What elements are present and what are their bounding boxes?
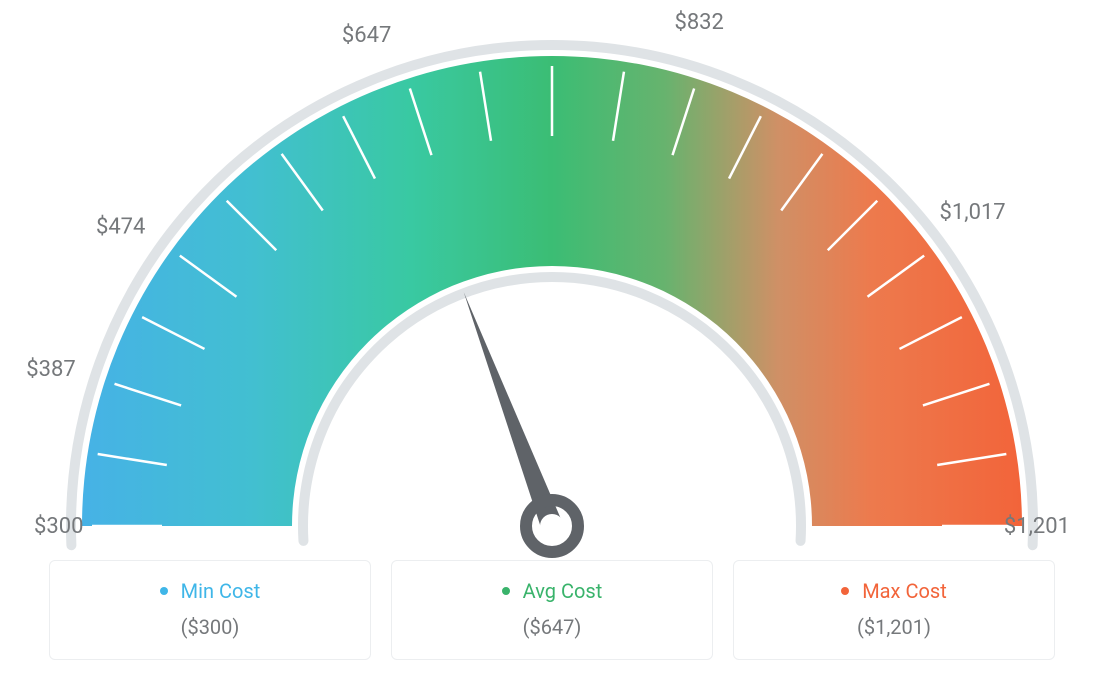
legend-card-max: Max Cost ($1,201) [733,560,1055,660]
svg-text:$387: $387 [26,357,75,382]
legend-card-avg: Avg Cost ($647) [391,560,713,660]
dot-icon [160,587,168,595]
svg-text:$1,201: $1,201 [1004,514,1070,539]
cost-gauge: $300 $387 $474 $647 $832 $1,017 $1,201 [0,0,1104,560]
legend-title-avg: Avg Cost [392,579,712,603]
dot-icon [502,587,510,595]
legend-title-text: Min Cost [181,579,261,603]
svg-text:$1,017: $1,017 [940,200,1006,225]
svg-text:$300: $300 [34,514,83,539]
legend-value-max: ($1,201) [734,615,1054,639]
legend-card-min: Min Cost ($300) [49,560,371,660]
svg-text:$832: $832 [674,10,723,35]
legend-value-avg: ($647) [392,615,712,639]
svg-text:$474: $474 [96,215,145,240]
legend-value-min: ($300) [50,615,370,639]
dot-icon [841,587,849,595]
legend-title-text: Avg Cost [523,579,603,603]
legend-row: Min Cost ($300) Avg Cost ($647) Max Cost… [0,560,1104,660]
legend-title-max: Max Cost [734,579,1054,603]
legend-title-text: Max Cost [862,579,947,603]
svg-text:$647: $647 [342,23,391,48]
gauge-svg: $300 $387 $474 $647 $832 $1,017 $1,201 [0,0,1104,560]
legend-title-min: Min Cost [50,579,370,603]
